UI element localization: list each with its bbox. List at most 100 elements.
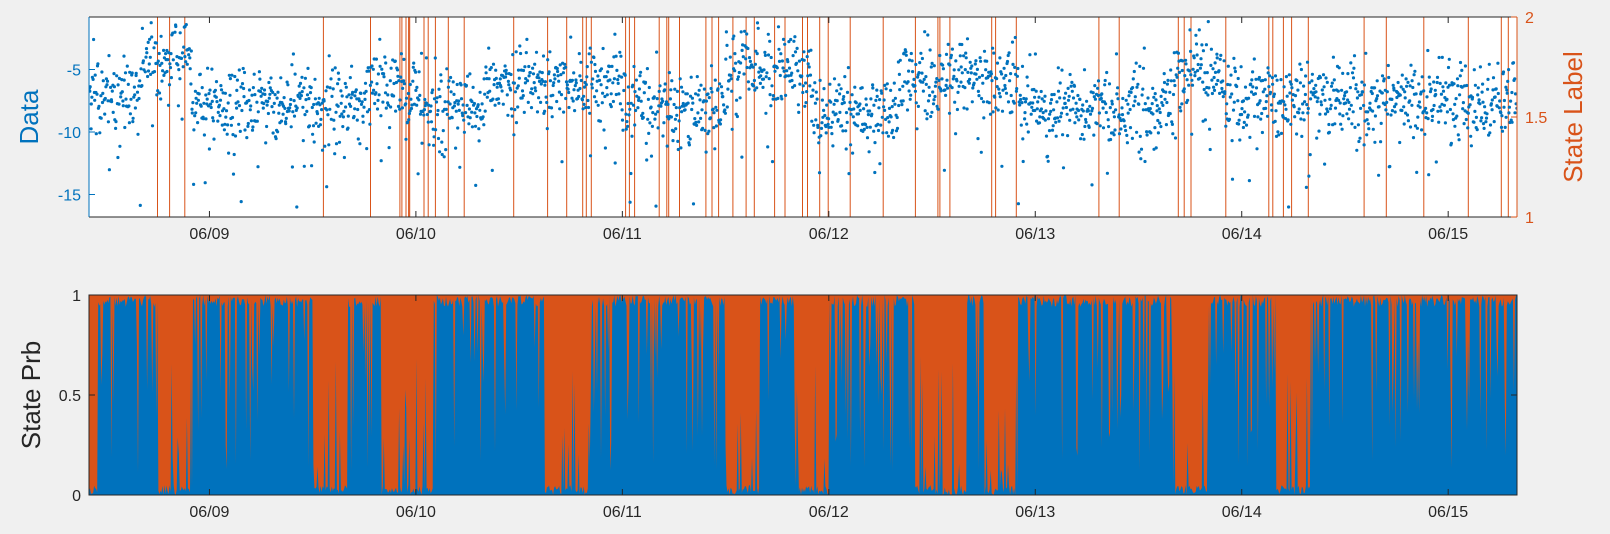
data-point <box>1504 85 1508 89</box>
data-point <box>1223 90 1227 94</box>
data-point <box>1212 88 1217 92</box>
data-point <box>196 98 200 102</box>
data-point <box>1066 86 1070 90</box>
data-point <box>436 136 441 141</box>
data-point <box>116 83 120 87</box>
data-point <box>872 103 876 107</box>
data-point <box>739 61 743 65</box>
data-point <box>676 139 680 143</box>
data-point <box>950 86 954 90</box>
data-point <box>276 130 280 134</box>
data-point <box>1391 83 1395 87</box>
data-point <box>536 73 540 77</box>
data-point <box>776 25 781 29</box>
data-point <box>1137 102 1141 106</box>
data-point <box>1224 112 1228 116</box>
data-point <box>1379 140 1383 144</box>
top-x-tick-label: 06/15 <box>1428 226 1468 243</box>
data-point <box>1172 51 1176 55</box>
data-point <box>898 58 902 62</box>
data-point <box>1390 97 1394 101</box>
data-point <box>1496 61 1500 65</box>
data-point <box>634 108 638 113</box>
data-point <box>1274 134 1279 138</box>
data-point <box>570 78 575 82</box>
data-point <box>1412 73 1416 77</box>
data-point <box>211 119 215 123</box>
data-point <box>1272 94 1276 99</box>
data-point <box>1475 128 1479 132</box>
data-point <box>1468 103 1472 107</box>
data-point <box>324 89 328 93</box>
data-point <box>493 103 497 107</box>
data-point <box>543 109 547 113</box>
data-point <box>155 93 159 97</box>
data-point <box>445 112 449 116</box>
data-point <box>133 93 137 97</box>
data-point <box>274 137 278 141</box>
data-point <box>747 87 751 91</box>
data-point <box>1205 71 1209 75</box>
data-point <box>197 92 201 96</box>
data-point <box>1012 101 1016 105</box>
data-point <box>397 79 401 83</box>
data-point <box>203 181 207 185</box>
data-point <box>557 90 562 94</box>
data-point <box>375 82 379 86</box>
data-point <box>1197 28 1201 32</box>
data-point <box>459 97 464 101</box>
data-point <box>1260 130 1264 135</box>
data-point <box>396 74 400 78</box>
data-point <box>1500 129 1505 133</box>
data-point <box>654 204 658 208</box>
data-point <box>1233 66 1237 70</box>
data-point <box>1213 70 1218 74</box>
data-point <box>712 126 716 130</box>
data-point <box>408 82 412 87</box>
data-point <box>1254 86 1259 90</box>
data-point <box>742 72 746 76</box>
data-point <box>1375 94 1380 98</box>
data-point <box>509 72 513 77</box>
data-point <box>346 114 350 118</box>
data-point <box>794 61 799 65</box>
data-point <box>1008 79 1012 83</box>
data-point <box>972 81 976 85</box>
data-point <box>471 85 475 89</box>
data-point <box>1472 68 1476 72</box>
data-point <box>95 92 99 96</box>
data-point <box>1079 114 1083 118</box>
data-point <box>1373 140 1377 144</box>
data-point <box>790 78 794 83</box>
data-point <box>921 89 926 93</box>
data-point <box>290 165 294 169</box>
data-point <box>1405 113 1410 117</box>
data-point <box>907 89 911 93</box>
data-point <box>641 111 645 115</box>
data-point <box>1296 88 1300 92</box>
data-point <box>1054 134 1058 138</box>
data-point <box>1114 108 1118 112</box>
data-point <box>1025 75 1029 79</box>
data-point <box>1513 92 1517 96</box>
data-point <box>1079 137 1083 141</box>
data-point <box>608 78 612 82</box>
data-point <box>489 66 493 70</box>
data-point <box>1470 95 1475 99</box>
data-point <box>547 70 551 74</box>
data-point <box>224 115 228 119</box>
data-point <box>894 129 899 133</box>
data-point <box>1023 100 1028 104</box>
data-point <box>258 77 262 81</box>
data-point <box>470 99 474 104</box>
data-point <box>302 86 306 90</box>
data-point <box>295 106 299 110</box>
data-point <box>946 86 950 90</box>
data-point <box>159 97 163 101</box>
data-point <box>146 69 151 73</box>
data-point <box>1085 99 1089 103</box>
data-point <box>541 79 545 83</box>
data-point <box>1327 130 1331 134</box>
data-point <box>545 100 549 105</box>
